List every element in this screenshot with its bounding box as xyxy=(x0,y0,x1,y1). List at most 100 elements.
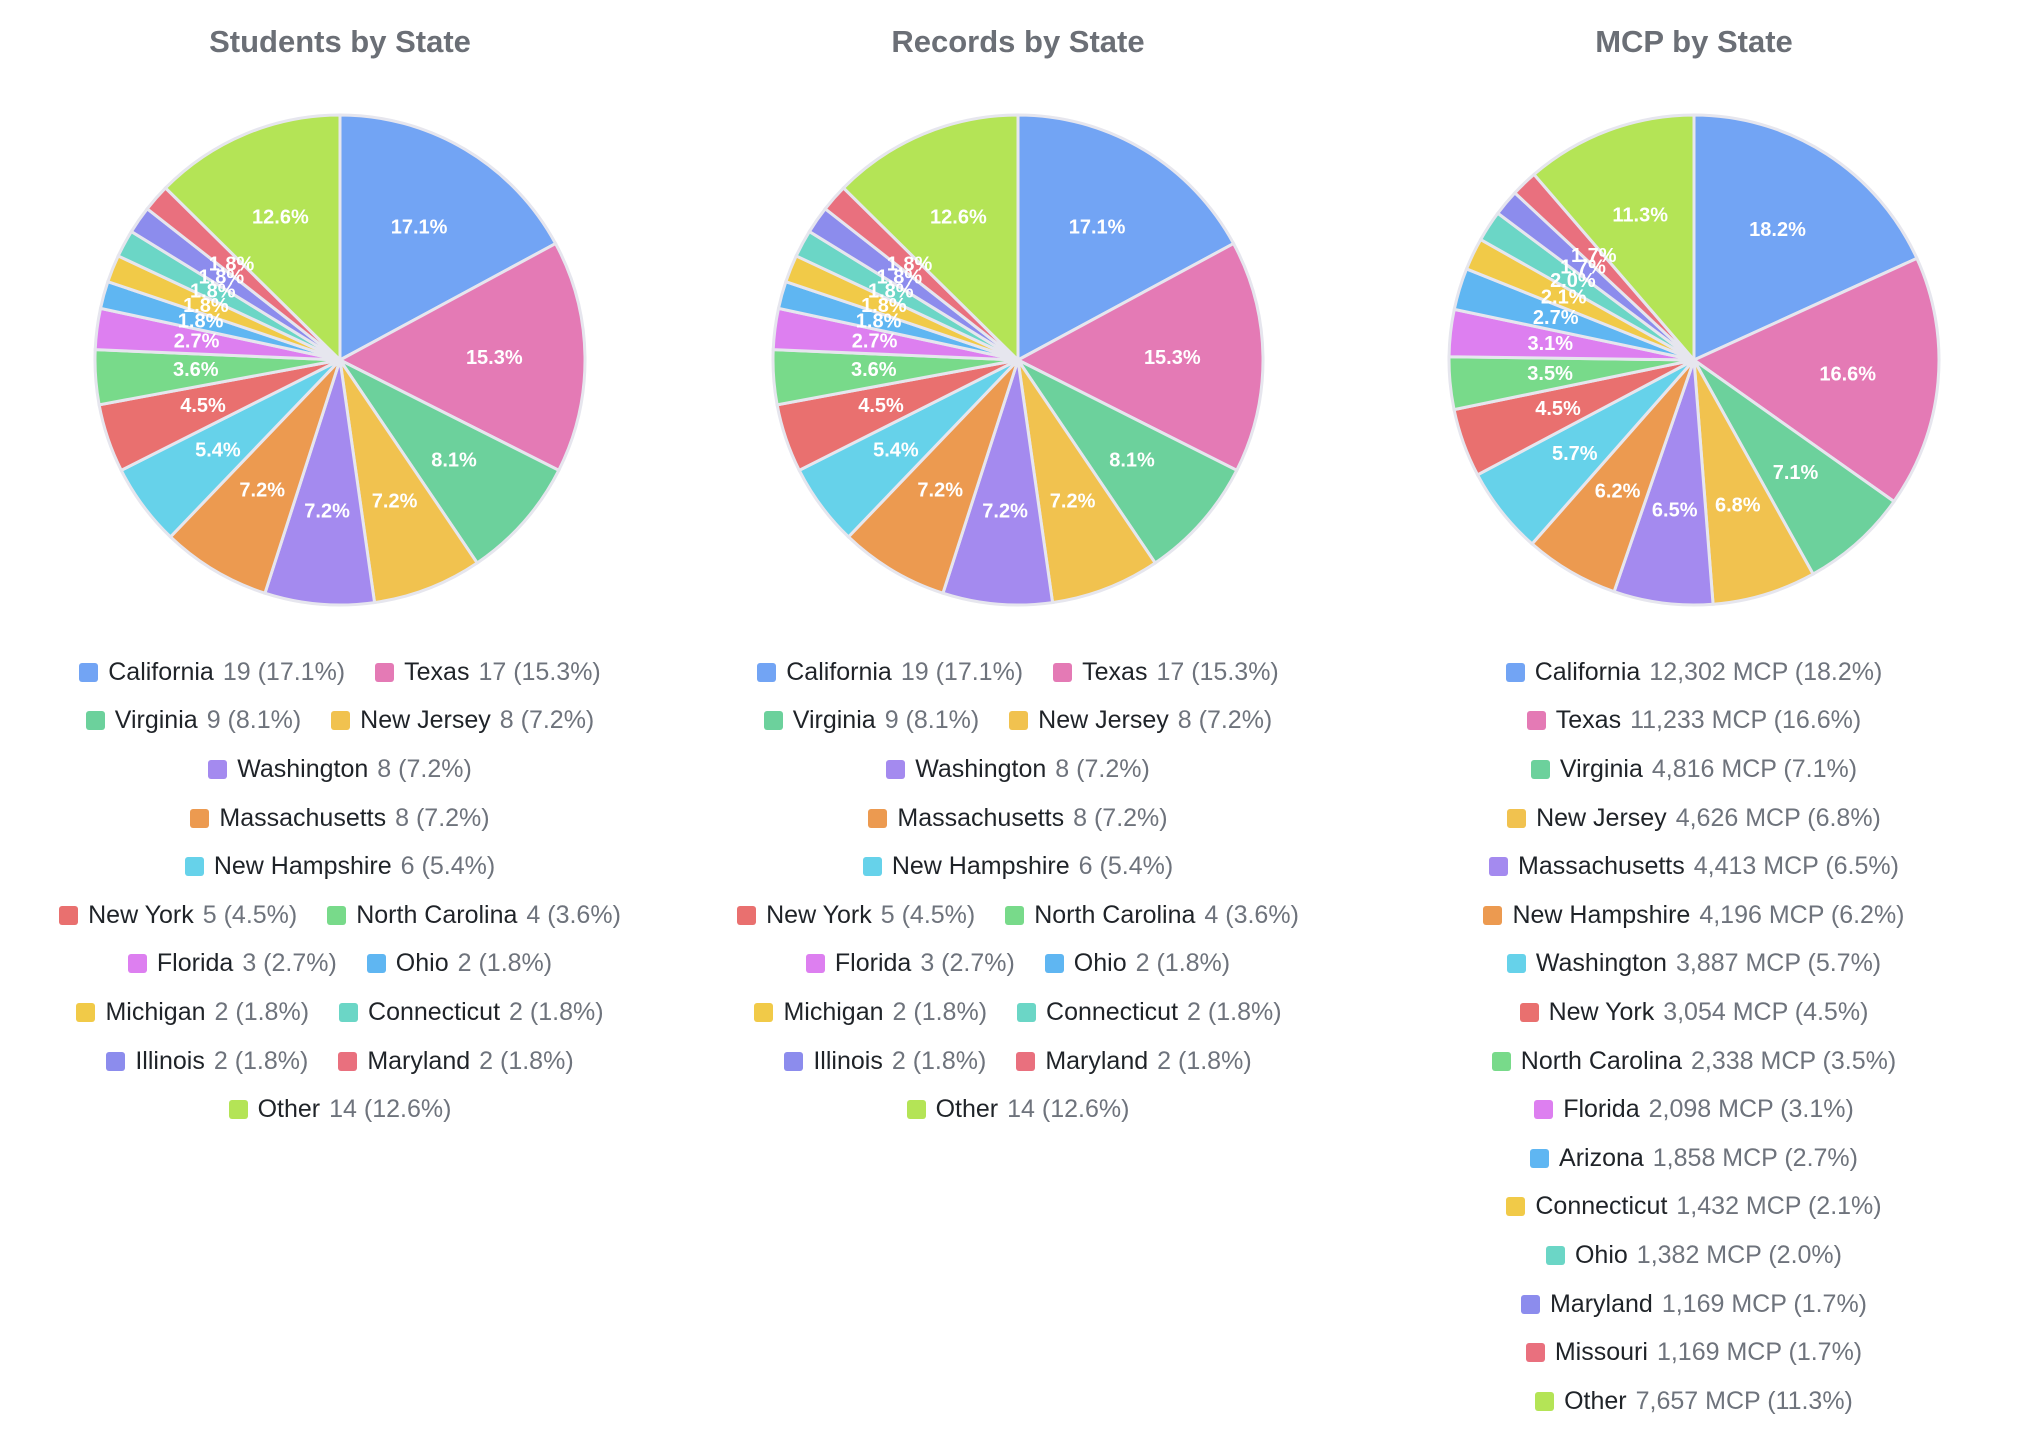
legend-label: New York xyxy=(88,900,194,929)
legend-item-new-york[interactable]: New York 5 (4.5%) xyxy=(737,901,975,930)
legend-label: Maryland xyxy=(1549,1289,1653,1318)
pie-slice-washington[interactable] xyxy=(263,359,377,607)
pie-slice-virginia[interactable] xyxy=(1692,358,1897,577)
legend-item-washington[interactable]: Washington 3,887 MCP (5.7%) xyxy=(1506,949,1882,978)
legend-item-virginia[interactable]: Virginia 9 (8.1%) xyxy=(763,706,979,735)
pie-slice-massachusetts[interactable] xyxy=(168,358,342,596)
legend-swatch xyxy=(1525,1343,1545,1363)
legend-item-north-carolina[interactable]: North Carolina 2,338 MCP (3.5%) xyxy=(1491,1046,1897,1076)
pie-slice-texas[interactable] xyxy=(1691,256,1941,504)
pie-slice-virginia[interactable] xyxy=(1013,356,1239,566)
pie-slice-washington[interactable] xyxy=(941,359,1055,607)
legend-item-north-carolina[interactable]: North Carolina 4 (3.6%) xyxy=(327,901,621,930)
legend-value: 2 (1.8%) xyxy=(509,997,604,1026)
legend-item-illinois[interactable]: Illinois 2 (1.8%) xyxy=(106,1047,308,1076)
legend-item-new-jersey[interactable]: New Jersey 4,626 MCP (6.8%) xyxy=(1507,804,1881,833)
legend-item-maryland[interactable]: Maryland 2 (1.8%) xyxy=(338,1047,574,1076)
legend-label: North Carolina xyxy=(1520,1046,1682,1075)
legend-item-other[interactable]: Other 7,657 MCP (11.3%) xyxy=(1535,1387,1853,1416)
legend-item-missouri[interactable]: Missouri 1,169 MCP (1.7%) xyxy=(1525,1338,1862,1367)
legend-swatch xyxy=(763,711,783,731)
pie-slice-california[interactable] xyxy=(338,113,558,363)
legend-swatch xyxy=(784,1051,804,1071)
legend-value: 9 (8.1%) xyxy=(206,706,302,735)
legend-item-other[interactable]: Other 14 (12.6%) xyxy=(228,1095,451,1124)
legend-item-michigan[interactable]: Michigan 2 (1.8%) xyxy=(76,998,309,1027)
legend-value: 6 (5.4%) xyxy=(400,852,496,881)
legend-item-other[interactable]: Other 14 (12.6%) xyxy=(906,1095,1129,1124)
slice-label-maryland: 1.7% xyxy=(1560,256,1606,278)
legend-item-connecticut[interactable]: Connecticut 1,432 MCP (2.1%) xyxy=(1506,1192,1882,1221)
pie-slice-massachusetts[interactable] xyxy=(846,358,1020,596)
legend-item-new-jersey[interactable]: New Jersey 8 (7.2%) xyxy=(1009,706,1272,735)
legend-item-california[interactable]: California 12,302 MCP (18.2%) xyxy=(1505,658,1882,687)
pie-slice-texas[interactable] xyxy=(336,241,587,473)
legend-item-california[interactable]: California 19 (17.1%) xyxy=(79,658,345,687)
pie-slice-texas[interactable] xyxy=(1014,241,1265,473)
pie-slice-virginia[interactable] xyxy=(335,356,561,566)
legend-swatch xyxy=(1545,1245,1565,1265)
legend-item-florida[interactable]: Florida 3 (2.7%) xyxy=(805,949,1015,978)
legend-item-maryland[interactable]: Maryland 2 (1.8%) xyxy=(1016,1047,1252,1076)
legend-label: Arizona xyxy=(1559,1143,1644,1172)
legend-item-arizona[interactable]: Arizona 1,858 MCP (2.7%) xyxy=(1530,1144,1858,1173)
legend-row: North Carolina 2,338 MCP (3.5%) xyxy=(1354,1037,2024,1086)
slice-label-ohio: 1.8% xyxy=(178,311,224,333)
pie-slice-new-jersey[interactable] xyxy=(1016,359,1158,605)
pie-slice-other[interactable] xyxy=(841,113,1020,364)
slice-label-florida: 2.7% xyxy=(852,331,898,353)
legend-item-massachusetts[interactable]: Massachusetts 8 (7.2%) xyxy=(190,804,490,833)
legend-item-new-jersey[interactable]: New Jersey 8 (7.2%) xyxy=(331,706,594,735)
legend-item-ohio[interactable]: Ohio 2 (1.8%) xyxy=(1044,949,1230,978)
legend-item-ohio[interactable]: Ohio 1,382 MCP (2.0%) xyxy=(1545,1240,1842,1270)
legend-row: New York 5 (4.5%) North Carolina 4 (3.6%) xyxy=(678,891,1358,940)
legend-row: Massachusetts 8 (7.2%) xyxy=(0,794,680,843)
legend-label: Washington xyxy=(1535,949,1667,978)
legend-item-new-hampshire[interactable]: New Hampshire 4,196 MCP (6.2%) xyxy=(1483,901,1905,930)
legend-item-washington[interactable]: Washington 8 (7.2%) xyxy=(886,755,1150,784)
pie-slice-other[interactable] xyxy=(1531,113,1696,365)
legend-item-california[interactable]: California 19 (17.1%) xyxy=(757,658,1023,687)
pie-slice-new-jersey[interactable] xyxy=(338,359,480,605)
pie-slice-other[interactable] xyxy=(163,113,342,364)
legend-value: 2,338 MCP (3.5%) xyxy=(1690,1046,1897,1075)
pie-slice-california[interactable] xyxy=(1016,113,1236,363)
legend-item-virginia[interactable]: Virginia 9 (8.1%) xyxy=(85,706,302,735)
legend-label: Texas xyxy=(1555,706,1622,735)
legend-item-north-carolina[interactable]: North Carolina 4 (3.6%) xyxy=(1005,901,1299,930)
legend-value: 1,382 MCP (2.0%) xyxy=(1636,1240,1842,1269)
legend-item-michigan[interactable]: Michigan 2 (1.8%) xyxy=(754,998,987,1027)
legend-item-florida[interactable]: Florida 3 (2.7%) xyxy=(127,949,337,978)
legend-swatch xyxy=(757,662,777,682)
legend-item-new-york[interactable]: New York 3,054 MCP (4.5%) xyxy=(1519,998,1868,1027)
legend-swatch xyxy=(1017,1002,1037,1022)
legend-item-new-york[interactable]: New York 5 (4.5%) xyxy=(59,901,297,930)
legend-label: Illinois xyxy=(135,1046,205,1075)
legend-item-washington[interactable]: Washington 8 (7.2%) xyxy=(208,755,472,784)
legend-swatch xyxy=(906,1100,926,1120)
legend-item-ohio[interactable]: Ohio 2 (1.8%) xyxy=(366,949,552,978)
legend-row: Connecticut 1,432 MCP (2.1%) xyxy=(1354,1183,2024,1232)
legend-item-massachusetts[interactable]: Massachusetts 4,413 MCP (6.5%) xyxy=(1489,852,1899,881)
legend-item-new-hampshire[interactable]: New Hampshire 6 (5.4%) xyxy=(184,852,496,881)
legend-item-virginia[interactable]: Virginia 4,816 MCP (7.1%) xyxy=(1530,755,1857,784)
pie-slice-new-jersey[interactable] xyxy=(1692,359,1816,606)
legend-label: North Carolina xyxy=(1034,900,1196,929)
legend-value: 3,887 MCP (5.7%) xyxy=(1675,949,1882,978)
legend-value: 3 (2.7%) xyxy=(920,949,1015,978)
pie-slice-california[interactable] xyxy=(1692,113,1919,363)
legend-item-texas[interactable]: Texas 17 (15.3%) xyxy=(375,658,601,687)
legend-item-connecticut[interactable]: Connecticut 2 (1.8%) xyxy=(1017,998,1282,1027)
legend-item-florida[interactable]: Florida 2,098 MCP (3.1%) xyxy=(1534,1095,1854,1124)
legend-swatch xyxy=(85,711,105,731)
legend-item-texas[interactable]: Texas 17 (15.3%) xyxy=(1053,658,1279,687)
legend-item-massachusetts[interactable]: Massachusetts 8 (7.2%) xyxy=(868,804,1168,833)
legend-item-connecticut[interactable]: Connecticut 2 (1.8%) xyxy=(339,998,604,1027)
legend-swatch xyxy=(1506,1197,1526,1217)
legend-item-maryland[interactable]: Maryland 1,169 MCP (1.7%) xyxy=(1520,1289,1867,1319)
legend-item-new-hampshire[interactable]: New Hampshire 6 (5.4%) xyxy=(862,852,1173,881)
legend-item-texas[interactable]: Texas 11,233 MCP (16.6%) xyxy=(1526,706,1861,735)
legend-value: 8 (7.2%) xyxy=(1055,754,1150,783)
legend-swatch xyxy=(1530,1148,1550,1168)
legend-item-illinois[interactable]: Illinois 2 (1.8%) xyxy=(784,1047,986,1076)
